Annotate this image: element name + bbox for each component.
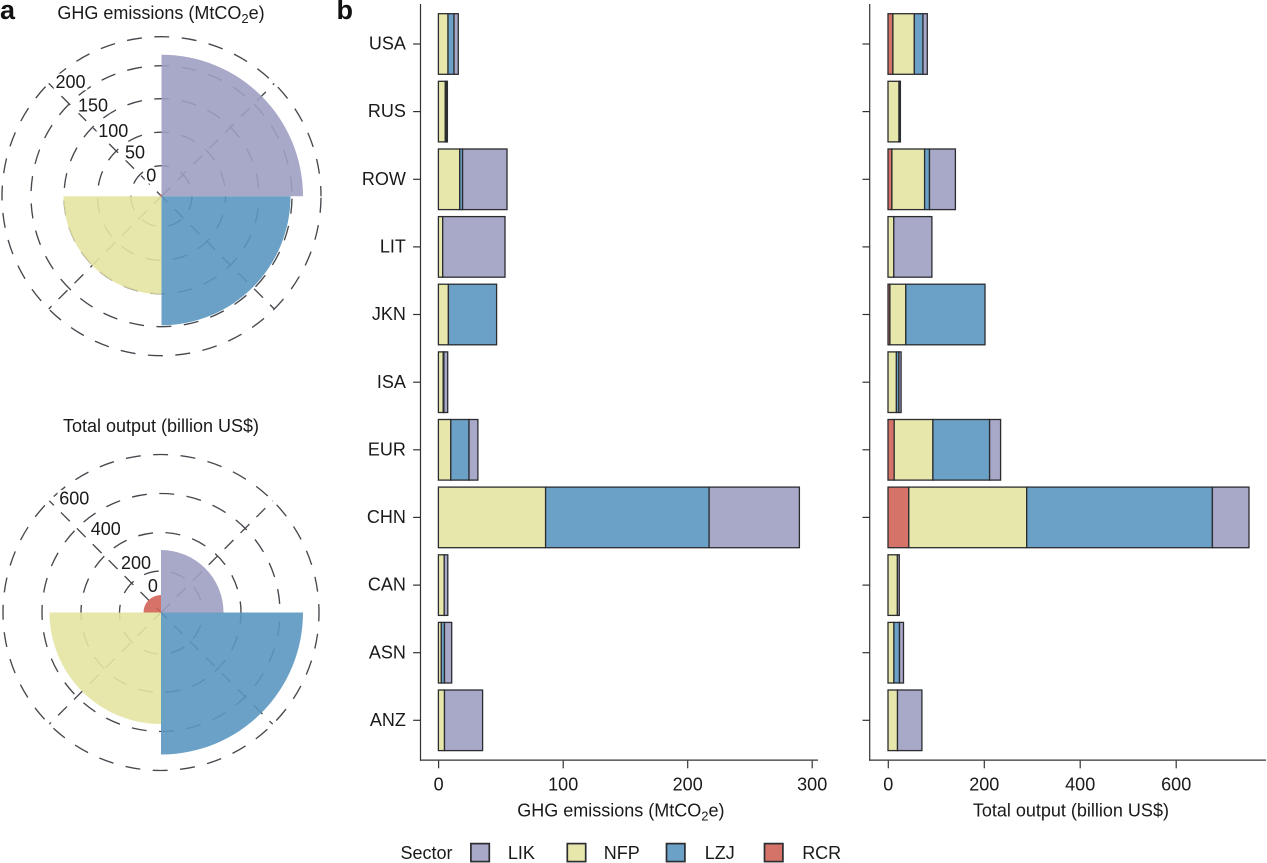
svg-text:100: 100 [98,121,128,141]
svg-text:ISA: ISA [377,372,406,392]
svg-text:600: 600 [1161,774,1191,794]
svg-text:USA: USA [369,34,406,54]
svg-text:200: 200 [673,774,703,794]
svg-text:LZJ: LZJ [705,843,735,863]
svg-text:CHN: CHN [367,507,406,527]
svg-text:300: 300 [797,774,827,794]
svg-text:400: 400 [91,519,121,539]
svg-text:ANZ: ANZ [370,710,406,730]
svg-text:200: 200 [121,553,151,573]
svg-text:0: 0 [434,774,444,794]
svg-text:Total output (billion US$): Total output (billion US$) [973,801,1169,821]
svg-text:Sector: Sector [400,843,452,863]
svg-text:400: 400 [1065,774,1095,794]
svg-text:LIK: LIK [508,843,535,863]
svg-text:150: 150 [78,95,108,115]
svg-text:RCR: RCR [802,843,841,863]
svg-text:NFP: NFP [604,843,640,863]
svg-text:0: 0 [148,576,158,596]
svg-text:b: b [337,0,354,25]
svg-text:ROW: ROW [362,169,406,189]
svg-text:600: 600 [59,489,89,509]
svg-text:JKN: JKN [372,304,406,324]
svg-text:ASN: ASN [369,642,406,662]
svg-text:LIT: LIT [380,237,406,257]
svg-text:50: 50 [125,142,145,162]
svg-text:EUR: EUR [368,439,406,459]
svg-text:GHG emissions (MtCO2e): GHG emissions (MtCO2e) [517,801,724,824]
svg-text:GHG emissions (MtCO2e): GHG emissions (MtCO2e) [57,3,264,26]
svg-text:0: 0 [883,774,893,794]
svg-text:100: 100 [548,774,578,794]
svg-text:RUS: RUS [368,101,406,121]
svg-text:CAN: CAN [368,575,406,595]
svg-text:a: a [0,0,16,25]
svg-text:200: 200 [55,72,85,92]
svg-text:200: 200 [969,774,999,794]
svg-text:0: 0 [146,166,156,186]
svg-text:Total output (billion US$): Total output (billion US$) [63,416,259,436]
